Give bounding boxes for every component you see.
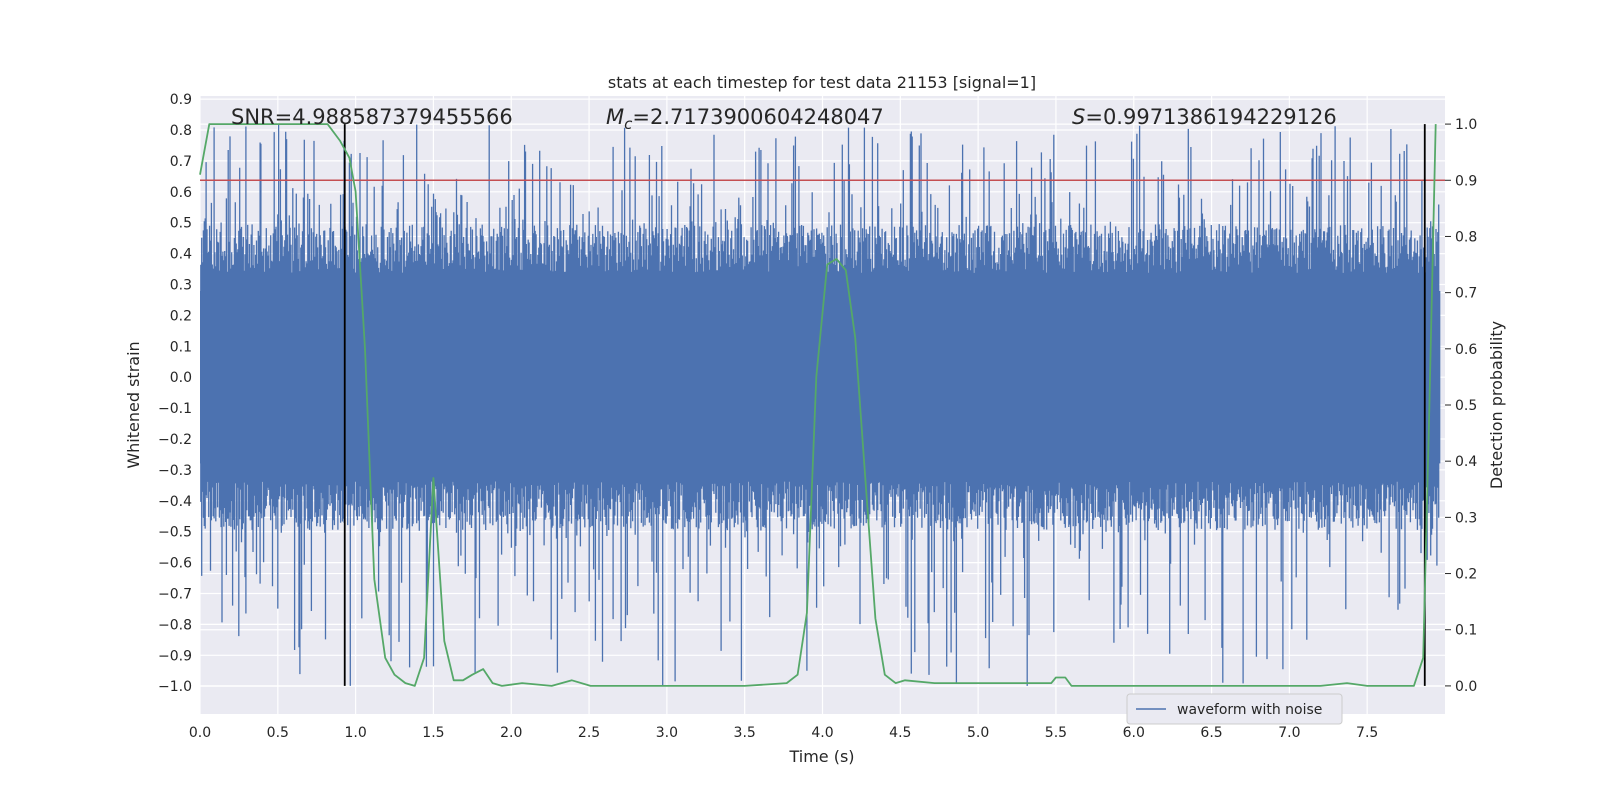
score-annotation: S=0.9971386194229126 xyxy=(1072,105,1337,129)
legend: waveform with noise xyxy=(1126,693,1343,725)
x-tick-label: 0.5 xyxy=(267,725,289,741)
y-tick-label: 0.0 xyxy=(170,370,192,386)
x-tick-label: 0.0 xyxy=(189,725,211,741)
y-tick-label: 0.7 xyxy=(170,154,192,170)
tick-layer: 0.0 0.5 1.0 1.5 2.0 2.5 3.0 3.5 4.0 4.5 5.0 5.5 6.0 6… xyxy=(158,92,1477,741)
y2-tick-label: 0.7 xyxy=(1455,286,1477,302)
y-tick-label: −0.9 xyxy=(158,648,192,664)
y-tick-label: 0.2 xyxy=(170,308,192,324)
y-tick-label: 0.4 xyxy=(170,247,192,263)
x-tick-label: 5.0 xyxy=(967,725,989,741)
y-tick-label: 0.8 xyxy=(170,123,192,139)
y2-tick-label: 0.2 xyxy=(1455,567,1477,583)
y2-tick-label: 0.4 xyxy=(1455,454,1477,470)
y2-tick-label: 0.5 xyxy=(1455,398,1477,414)
y2-tick-label: 1.0 xyxy=(1455,117,1477,133)
x-tick-label: 3.5 xyxy=(734,725,756,741)
y2-tick-label: 0.9 xyxy=(1455,173,1477,189)
y-tick-label: −0.7 xyxy=(158,586,192,602)
x-tick-label: 1.5 xyxy=(422,725,444,741)
legend-label-waveform: waveform with noise xyxy=(1177,702,1322,718)
y2-tick-label: 0.3 xyxy=(1455,510,1477,526)
y-tick-label: −0.6 xyxy=(158,556,192,572)
chirp-mass-subscript: c xyxy=(624,115,633,133)
x-axis-label: Time (s) xyxy=(788,747,854,766)
noise-spikes xyxy=(200,124,1440,686)
y-tick-label: −0.3 xyxy=(158,463,192,479)
x-tick-label: 4.0 xyxy=(811,725,833,741)
score-symbol: S xyxy=(1072,105,1085,129)
x-tick-label: 5.5 xyxy=(1045,725,1067,741)
noise-series xyxy=(200,124,1441,686)
x-tick-label: 2.0 xyxy=(500,725,522,741)
x-tick-label: 2.5 xyxy=(578,725,600,741)
y-tick-label: 0.1 xyxy=(170,339,192,355)
y-tick-label: −0.1 xyxy=(158,401,192,417)
y2-tick-label: 0.1 xyxy=(1455,623,1477,639)
score-value: =0.9971386194229126 xyxy=(1085,105,1336,129)
y2-axis-label: Detection probability xyxy=(1487,321,1506,489)
y-tick-label: −1.0 xyxy=(158,679,192,695)
chart-title: stats at each timestep for test data 211… xyxy=(608,73,1036,92)
y-tick-label: −0.8 xyxy=(158,617,192,633)
x-tick-label: 6.5 xyxy=(1200,725,1222,741)
y-tick-label: −0.2 xyxy=(158,432,192,448)
detection-probability-line xyxy=(199,123,1437,687)
chirp-mass-symbol: M xyxy=(606,105,624,129)
y-tick-label: −0.5 xyxy=(158,525,192,541)
x-tick-label: 7.0 xyxy=(1278,725,1300,741)
y2-tick-label: 0.6 xyxy=(1455,342,1477,358)
chirp-mass-value: =2.7173900604248047 xyxy=(632,105,883,129)
x-tick-label: 7.5 xyxy=(1356,725,1378,741)
y2-tick-label: 0.0 xyxy=(1455,679,1477,695)
x-tick-label: 3.0 xyxy=(656,725,678,741)
chirp-mass-annotation: Mc=2.7173900604248047 xyxy=(606,105,884,133)
snr-annotation: SNR=4.988587379455566 xyxy=(231,105,513,129)
y-tick-label: 0.6 xyxy=(170,185,192,201)
x-tick-label: 6.0 xyxy=(1123,725,1145,741)
y-tick-label: 0.5 xyxy=(170,216,192,232)
legend-box xyxy=(1126,693,1343,725)
y-tick-label: 0.3 xyxy=(170,277,192,293)
y-tick-label: −0.4 xyxy=(158,494,192,510)
x-tick-label: 1.0 xyxy=(344,725,366,741)
x-tick-label: 4.5 xyxy=(889,725,911,741)
y-axis-label: Whitened strain xyxy=(124,341,143,468)
y-tick-label: 0.9 xyxy=(170,92,192,108)
y2-tick-label: 0.8 xyxy=(1455,229,1477,245)
overlay-layer xyxy=(199,123,1445,687)
